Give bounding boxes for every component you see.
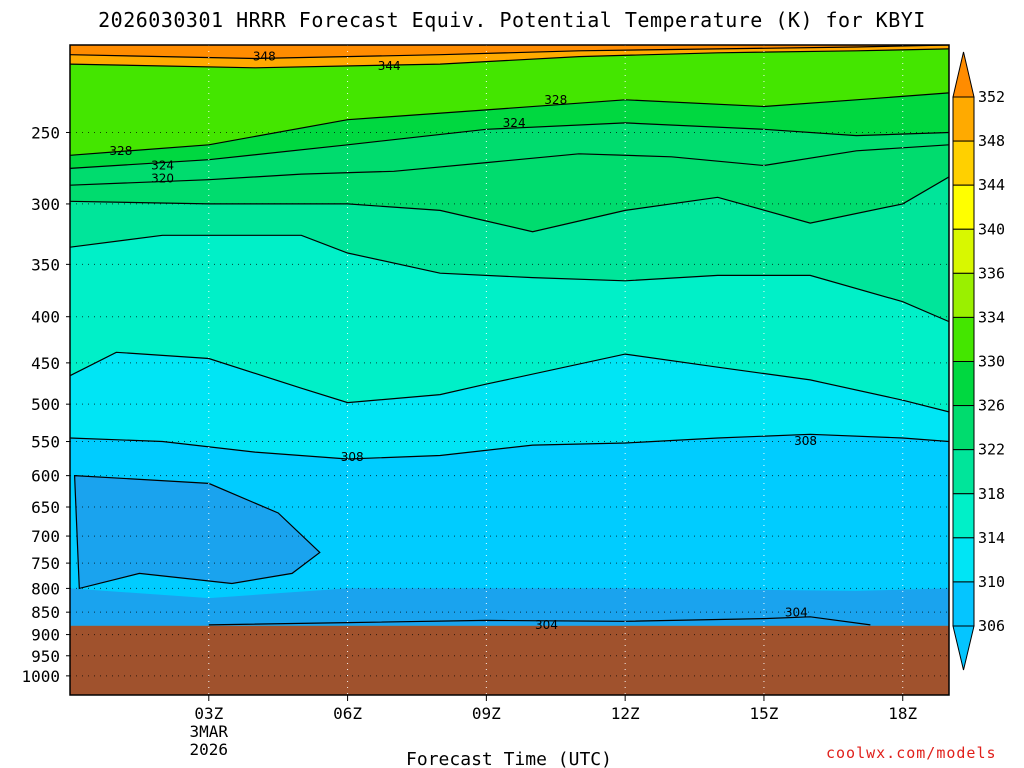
contour-label: 324 (151, 159, 174, 173)
colorbar-segment (952, 493, 975, 539)
y-tick-label: 950 (31, 647, 60, 666)
contour-label: 324 (503, 116, 526, 130)
x-tick-label: 06Z (333, 704, 362, 723)
y-tick-label: 800 (31, 579, 60, 598)
y-tick-label: 250 (31, 123, 60, 142)
y-tick-label: 450 (31, 354, 60, 373)
y-tick-label: 900 (31, 626, 60, 645)
chart-title: 2026030301 HRRR Forecast Equiv. Potentia… (98, 8, 926, 32)
band-306 (74, 475, 320, 589)
colorbar-label: 326 (978, 397, 1005, 415)
colorbar-label: 306 (978, 617, 1005, 635)
contour-label: 308 (341, 450, 364, 464)
contour-310 (70, 351, 949, 413)
colorbar-label: 348 (978, 132, 1005, 150)
x-tick-label: 18Z (888, 704, 917, 723)
colorbar-segment (952, 405, 975, 451)
y-tick-label: 700 (31, 527, 60, 546)
colorbar-label: 310 (978, 573, 1005, 591)
colorbar-label: 340 (978, 220, 1005, 238)
contour-label: 320 (151, 171, 174, 185)
y-tick-label: 750 (31, 554, 60, 573)
colorbar-label: 344 (978, 176, 1005, 194)
colorbar-label: 322 (978, 441, 1005, 459)
colorbar-label: 334 (978, 308, 1005, 326)
y-tick-label: 1000 (21, 667, 60, 686)
band-328 (70, 45, 949, 156)
contour-label: 304 (535, 618, 558, 632)
colorbar-segment (952, 140, 975, 186)
colorbar-label: 314 (978, 529, 1005, 547)
x-date-label: 3MAR (190, 722, 229, 741)
colorbar-segment (952, 96, 975, 142)
y-tick-label: 550 (31, 433, 60, 452)
x-tick-label: 09Z (472, 704, 501, 723)
contour-label: 308 (794, 434, 817, 448)
contour-328 (70, 92, 949, 156)
colorbar-segment (952, 537, 975, 583)
colorbar-segment (952, 316, 975, 362)
contour-314 (70, 234, 949, 323)
colorbar-segment (952, 581, 975, 627)
colorbar-segment (952, 272, 975, 318)
colorbar-label: 330 (978, 353, 1005, 371)
colorbar-segment (952, 449, 975, 495)
contour-320 (70, 144, 949, 186)
x-axis-label: Forecast Time (UTC) (406, 749, 612, 768)
y-tick-label: 850 (31, 603, 60, 622)
contour-label: 304 (785, 606, 808, 620)
contour-308 (70, 433, 949, 460)
contour-label: 328 (544, 93, 567, 107)
plot-frame (69, 44, 950, 696)
x-tick-label: 15Z (749, 704, 778, 723)
contour-318 (70, 176, 949, 233)
x-date-label: 2026 (190, 740, 229, 759)
x-tick-label: 03Z (194, 704, 223, 723)
contour-324 (70, 122, 949, 169)
y-tick-label: 500 (31, 395, 60, 414)
colorbar-label: 336 (978, 264, 1005, 282)
y-tick-label: 650 (31, 498, 60, 517)
band-lower (70, 588, 949, 626)
colorbar-segment (952, 361, 975, 407)
contour-344 (70, 48, 949, 69)
y-tick-label: 350 (31, 255, 60, 274)
y-tick-label: 600 (31, 467, 60, 486)
contour-label: 348 (253, 50, 276, 64)
contour-306 (73, 474, 321, 590)
colorbar-label: 352 (978, 88, 1005, 106)
x-tick-label: 12Z (611, 704, 640, 723)
colorbar-segment (952, 184, 975, 230)
contour-label: 344 (378, 59, 401, 73)
y-tick-label: 400 (31, 308, 60, 327)
colorbar-bottom-arrow (952, 625, 975, 671)
contour-label: 328 (109, 144, 132, 158)
y-tick-label: 300 (31, 195, 60, 214)
ground-terrain-area (70, 625, 949, 695)
credit-text: coolwx.com/models (826, 744, 997, 762)
colorbar-label: 318 (978, 485, 1005, 503)
colorbar-top-arrow (952, 51, 975, 98)
contour-348 (70, 45, 949, 60)
colorbar-segment (952, 228, 975, 274)
